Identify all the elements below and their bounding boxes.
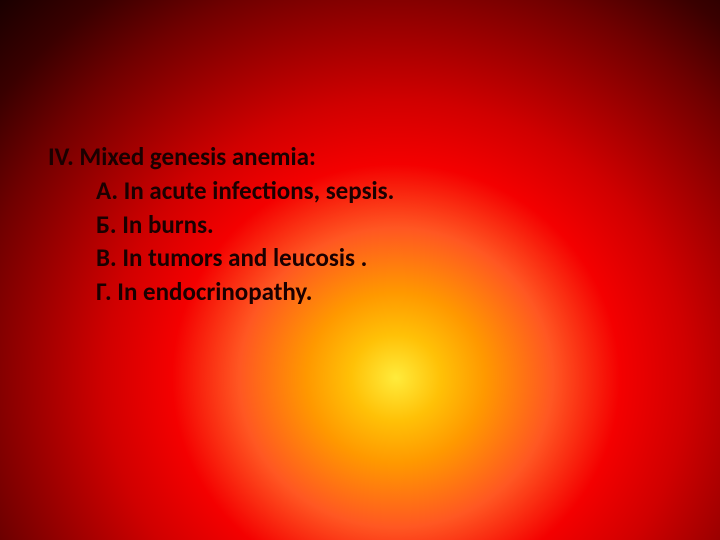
list-item: Г. In endocrinopathy.	[48, 275, 394, 309]
slide-content: IV. Mixed genesis anemia: А. In acute in…	[48, 140, 394, 309]
slide-heading: IV. Mixed genesis anemia:	[48, 140, 394, 174]
slide-background: IV. Mixed genesis anemia: А. In acute in…	[0, 0, 720, 540]
list-item: В. In tumors and leucosis .	[48, 241, 394, 275]
list-item: А. In acute infections, sepsis.	[48, 174, 394, 208]
list-item: Б. In burns.	[48, 208, 394, 242]
